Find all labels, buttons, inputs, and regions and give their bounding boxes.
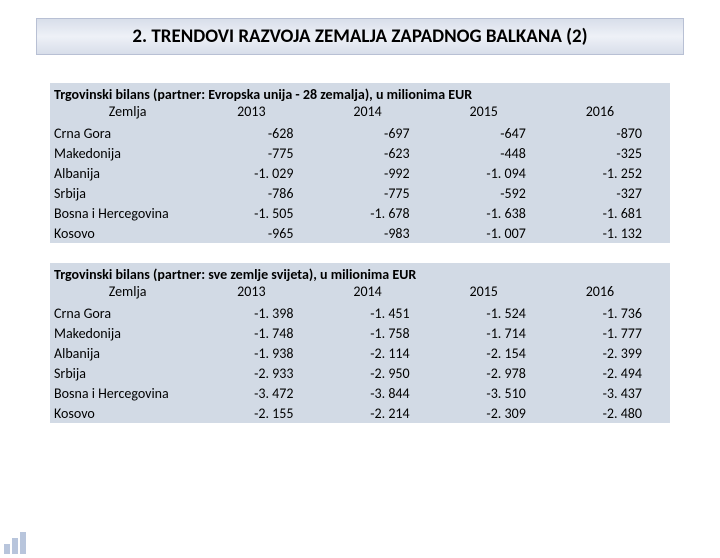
table-row: Kosovo -2. 155 -2. 214 -2. 309 -2. 480 — [50, 403, 670, 423]
cell-value: -1. 252 — [554, 163, 670, 183]
cell-value: -1. 094 — [438, 163, 554, 183]
cell-country: Srbija — [50, 363, 205, 383]
cell-value: -592 — [438, 183, 554, 203]
cell-country: Bosna i Hercegovina — [50, 203, 205, 223]
table-eu-caption-row: Trgovinski bilans (partner: Evropska uni… — [50, 83, 670, 103]
cell-value: -965 — [205, 223, 321, 243]
table-world-caption: Trgovinski bilans (partner: sve zemlje s… — [50, 263, 670, 283]
cell-value: -2. 154 — [438, 343, 554, 363]
table-row: Bosna i Hercegovina -1. 505 -1. 678 -1. … — [50, 203, 670, 223]
cell-value: -2. 933 — [205, 363, 321, 383]
cell-value: -2. 309 — [438, 403, 554, 423]
col-header-2013: 2013 — [205, 283, 321, 303]
cell-value: -786 — [205, 183, 321, 203]
cell-value: -1. 505 — [205, 203, 321, 223]
table-row: Srbija -786 -775 -592 -327 — [50, 183, 670, 203]
cell-value: -2. 399 — [554, 343, 670, 363]
logo-icon — [0, 528, 38, 558]
table-row: Bosna i Hercegovina -3. 472 -3. 844 -3. … — [50, 383, 670, 403]
col-header-2013: 2013 — [205, 103, 321, 123]
cell-value: -2. 155 — [205, 403, 321, 423]
cell-value: -1. 736 — [554, 303, 670, 323]
cell-value: -1. 524 — [438, 303, 554, 323]
col-header-2015: 2015 — [438, 283, 554, 303]
tables-container: Trgovinski bilans (partner: Evropska uni… — [0, 55, 720, 423]
cell-value: -2. 480 — [554, 403, 670, 423]
table-world-header: Zemlja 2013 2014 2015 2016 — [50, 283, 670, 303]
cell-value: -327 — [554, 183, 670, 203]
col-header-country: Zemlja — [50, 283, 205, 303]
cell-value: -1. 451 — [321, 303, 437, 323]
cell-value: -3. 510 — [438, 383, 554, 403]
cell-value: -697 — [321, 123, 437, 143]
cell-value: -448 — [438, 143, 554, 163]
cell-value: -647 — [438, 123, 554, 143]
cell-country: Bosna i Hercegovina — [50, 383, 205, 403]
cell-value: -1. 678 — [321, 203, 437, 223]
table-world: Trgovinski bilans (partner: sve zemlje s… — [50, 263, 670, 423]
cell-value: -1. 029 — [205, 163, 321, 183]
cell-value: -3. 844 — [321, 383, 437, 403]
cell-value: -1. 638 — [438, 203, 554, 223]
col-header-2014: 2014 — [321, 283, 437, 303]
table-row: Albanija -1. 938 -2. 114 -2. 154 -2. 399 — [50, 343, 670, 363]
cell-value: -775 — [321, 183, 437, 203]
table-eu-caption: Trgovinski bilans (partner: Evropska uni… — [50, 83, 670, 103]
table-row: Makedonija -1. 748 -1. 758 -1. 714 -1. 7… — [50, 323, 670, 343]
table-row: Makedonija -775 -623 -448 -325 — [50, 143, 670, 163]
cell-value: -623 — [321, 143, 437, 163]
cell-value: -3. 472 — [205, 383, 321, 403]
cell-value: -1. 007 — [438, 223, 554, 243]
cell-value: -1. 714 — [438, 323, 554, 343]
cell-value: -1. 132 — [554, 223, 670, 243]
col-header-2016: 2016 — [554, 103, 670, 123]
table-eu-header: Zemlja 2013 2014 2015 2016 — [50, 103, 670, 123]
table-row: Crna Gora -1. 398 -1. 451 -1. 524 -1. 73… — [50, 303, 670, 323]
table-world-caption-row: Trgovinski bilans (partner: sve zemlje s… — [50, 263, 670, 283]
cell-value: -3. 437 — [554, 383, 670, 403]
table-row: Srbija -2. 933 -2. 950 -2. 978 -2. 494 — [50, 363, 670, 383]
cell-country: Crna Gora — [50, 123, 205, 143]
col-header-country: Zemlja — [50, 103, 205, 123]
cell-country: Kosovo — [50, 223, 205, 243]
cell-value: -1. 938 — [205, 343, 321, 363]
cell-value: -1. 777 — [554, 323, 670, 343]
cell-value: -983 — [321, 223, 437, 243]
cell-value: -2. 214 — [321, 403, 437, 423]
col-header-2016: 2016 — [554, 283, 670, 303]
cell-value: -325 — [554, 143, 670, 163]
cell-country: Crna Gora — [50, 303, 205, 323]
table-eu: Trgovinski bilans (partner: Evropska uni… — [50, 83, 670, 243]
cell-value: -2. 114 — [321, 343, 437, 363]
cell-value: -1. 748 — [205, 323, 321, 343]
col-header-2014: 2014 — [321, 103, 437, 123]
cell-value: -1. 681 — [554, 203, 670, 223]
cell-value: -1. 398 — [205, 303, 321, 323]
cell-country: Srbija — [50, 183, 205, 203]
cell-country: Makedonija — [50, 143, 205, 163]
cell-value: -992 — [321, 163, 437, 183]
cell-country: Makedonija — [50, 323, 205, 343]
cell-value: -2. 950 — [321, 363, 437, 383]
cell-value: -628 — [205, 123, 321, 143]
cell-value: -775 — [205, 143, 321, 163]
cell-value: -2. 978 — [438, 363, 554, 383]
cell-country: Kosovo — [50, 403, 205, 423]
cell-value: -1. 758 — [321, 323, 437, 343]
table-row: Albanija -1. 029 -992 -1. 094 -1. 252 — [50, 163, 670, 183]
cell-value: -2. 494 — [554, 363, 670, 383]
cell-country: Albanija — [50, 343, 205, 363]
table-row: Kosovo -965 -983 -1. 007 -1. 132 — [50, 223, 670, 243]
page-title: 2. TRENDOVI RAZVOJA ZEMALJA ZAPADNOG BAL… — [36, 18, 684, 55]
col-header-2015: 2015 — [438, 103, 554, 123]
cell-value: -870 — [554, 123, 670, 143]
cell-country: Albanija — [50, 163, 205, 183]
table-row: Crna Gora -628 -697 -647 -870 — [50, 123, 670, 143]
